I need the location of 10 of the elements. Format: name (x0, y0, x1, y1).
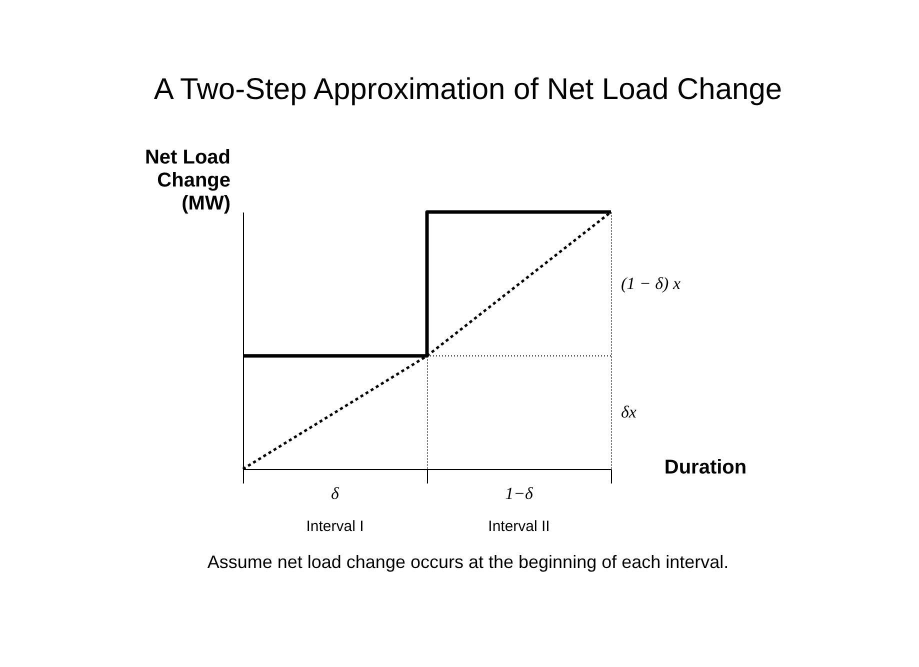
text: Interval II (488, 518, 550, 535)
text: 1−δ (505, 484, 534, 503)
chart-title: A Two-Step Approximation of Net Load Change (154, 73, 782, 106)
text: δx (621, 402, 637, 422)
x-axis-title: Duration (664, 456, 747, 478)
text: Interval I (306, 518, 364, 535)
y-axis-title: Net Load Change (MW) (144, 146, 230, 214)
text: δ (331, 484, 340, 503)
text: Assume net load change occurs at the beginning of each interval. (207, 552, 729, 572)
text: (1 − δ) x (621, 274, 681, 293)
